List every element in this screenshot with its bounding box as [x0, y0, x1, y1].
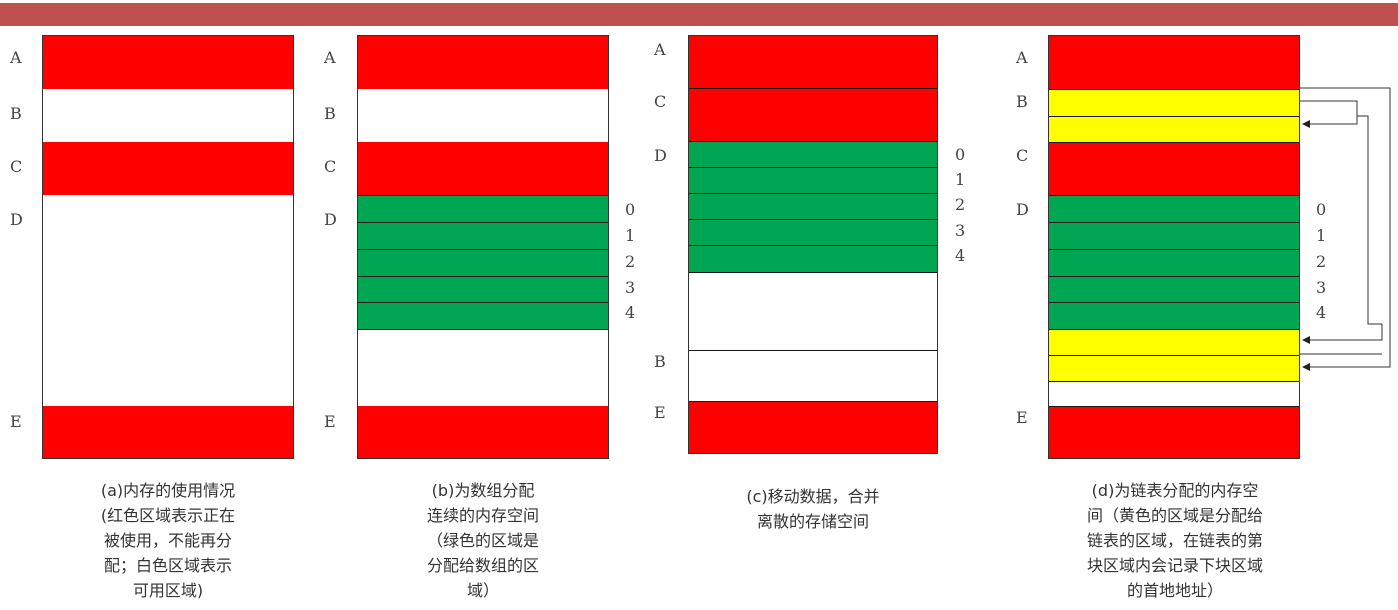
array-cell-1 — [1049, 222, 1299, 249]
index-3: 3 — [1316, 278, 1327, 297]
label-a: A — [654, 40, 666, 59]
memory-column — [688, 35, 938, 454]
index-0: 0 — [625, 200, 636, 219]
array-cell-0 — [358, 195, 608, 222]
index-2: 2 — [625, 252, 636, 271]
block-a-used — [43, 36, 293, 89]
block-a-used — [358, 36, 608, 89]
array-cell-4 — [1049, 302, 1299, 329]
label-e: E — [1016, 408, 1028, 427]
label-a: A — [10, 48, 22, 67]
link-line-1 — [1300, 100, 1382, 325]
array-cell-4 — [358, 302, 608, 329]
label-e: E — [654, 403, 666, 422]
list-node-1 — [1049, 89, 1299, 116]
index-4: 4 — [1316, 303, 1327, 322]
label-c: C — [324, 157, 337, 176]
index-0: 0 — [1316, 200, 1327, 219]
index-0: 0 — [955, 145, 966, 164]
index-1: 1 — [955, 170, 966, 189]
label-a: A — [324, 48, 336, 67]
caption-a: (a)内存的使用情况 (红色区域表示正在 被使用，不能再分 配；白色区域表示 可… — [100, 481, 236, 600]
array-cell-0 — [1049, 195, 1299, 222]
caption-d: (d)为链表分配的内存空 间（黄色的区域是分配给 链表的区域，在链表的第 块区域… — [1086, 481, 1263, 600]
memory-column — [42, 35, 294, 459]
index-2: 2 — [955, 195, 966, 214]
label-b: B — [1016, 92, 1028, 111]
label-d: D — [654, 146, 667, 165]
label-d: D — [10, 210, 23, 229]
caption-c: (c)移动数据，合并 离散的存储空间 — [746, 487, 880, 531]
list-node-4 — [1049, 355, 1299, 381]
block-b-line — [689, 350, 937, 351]
block-c-used — [1049, 142, 1299, 195]
index-4: 4 — [625, 303, 636, 322]
block-c-used — [43, 142, 293, 195]
link-arrow-2 — [1300, 87, 1391, 371]
index-4: 4 — [955, 246, 966, 265]
memory-column — [357, 35, 609, 459]
index-3: 3 — [955, 221, 966, 240]
label-b: B — [654, 352, 666, 371]
block-e-used — [1049, 406, 1299, 458]
array-end-line — [689, 272, 937, 273]
array-cell-1 — [358, 222, 608, 249]
caption-b: (b)为数组分配 连续的内存空间 （绿色的区域是 分配给数组的区 域） — [426, 481, 539, 600]
array-end-line — [358, 329, 608, 330]
label-b: B — [324, 104, 336, 123]
list-node-2 — [1049, 116, 1299, 142]
block-c-used — [358, 142, 608, 195]
label-c: C — [654, 92, 667, 111]
label-e: E — [324, 412, 336, 431]
label-a: A — [1016, 48, 1028, 67]
array-cell-2 — [1049, 249, 1299, 276]
index-3: 3 — [625, 278, 636, 297]
array-cell-1 — [689, 167, 937, 193]
array-cell-2 — [689, 193, 937, 219]
array-cell-4 — [689, 245, 937, 272]
block-e-used — [43, 406, 293, 458]
link-arrow-3 — [1302, 324, 1383, 344]
array-cell-2 — [358, 249, 608, 276]
array-cell-3 — [689, 219, 937, 245]
block-e-used — [358, 406, 608, 458]
index-1: 1 — [625, 226, 636, 245]
header-bar — [0, 3, 1398, 26]
label-e: E — [10, 412, 22, 431]
label-d: D — [1016, 200, 1029, 219]
block-e-used — [689, 401, 937, 453]
block-c-used — [689, 88, 937, 141]
label-c: C — [10, 157, 23, 176]
block-a-used — [689, 36, 937, 88]
index-2: 2 — [1316, 252, 1327, 271]
label-b: B — [10, 104, 22, 123]
block-a-used — [1049, 36, 1299, 89]
memory-column — [1048, 35, 1300, 459]
index-1: 1 — [1316, 226, 1327, 245]
array-cell-0 — [689, 141, 937, 167]
array-cell-3 — [358, 276, 608, 302]
list-node-3 — [1049, 329, 1299, 355]
label-c: C — [1016, 146, 1029, 165]
array-cell-3 — [1049, 276, 1299, 302]
link-arrow-1 — [1302, 116, 1358, 128]
list-end-line — [1049, 381, 1299, 382]
label-d: D — [324, 210, 337, 229]
